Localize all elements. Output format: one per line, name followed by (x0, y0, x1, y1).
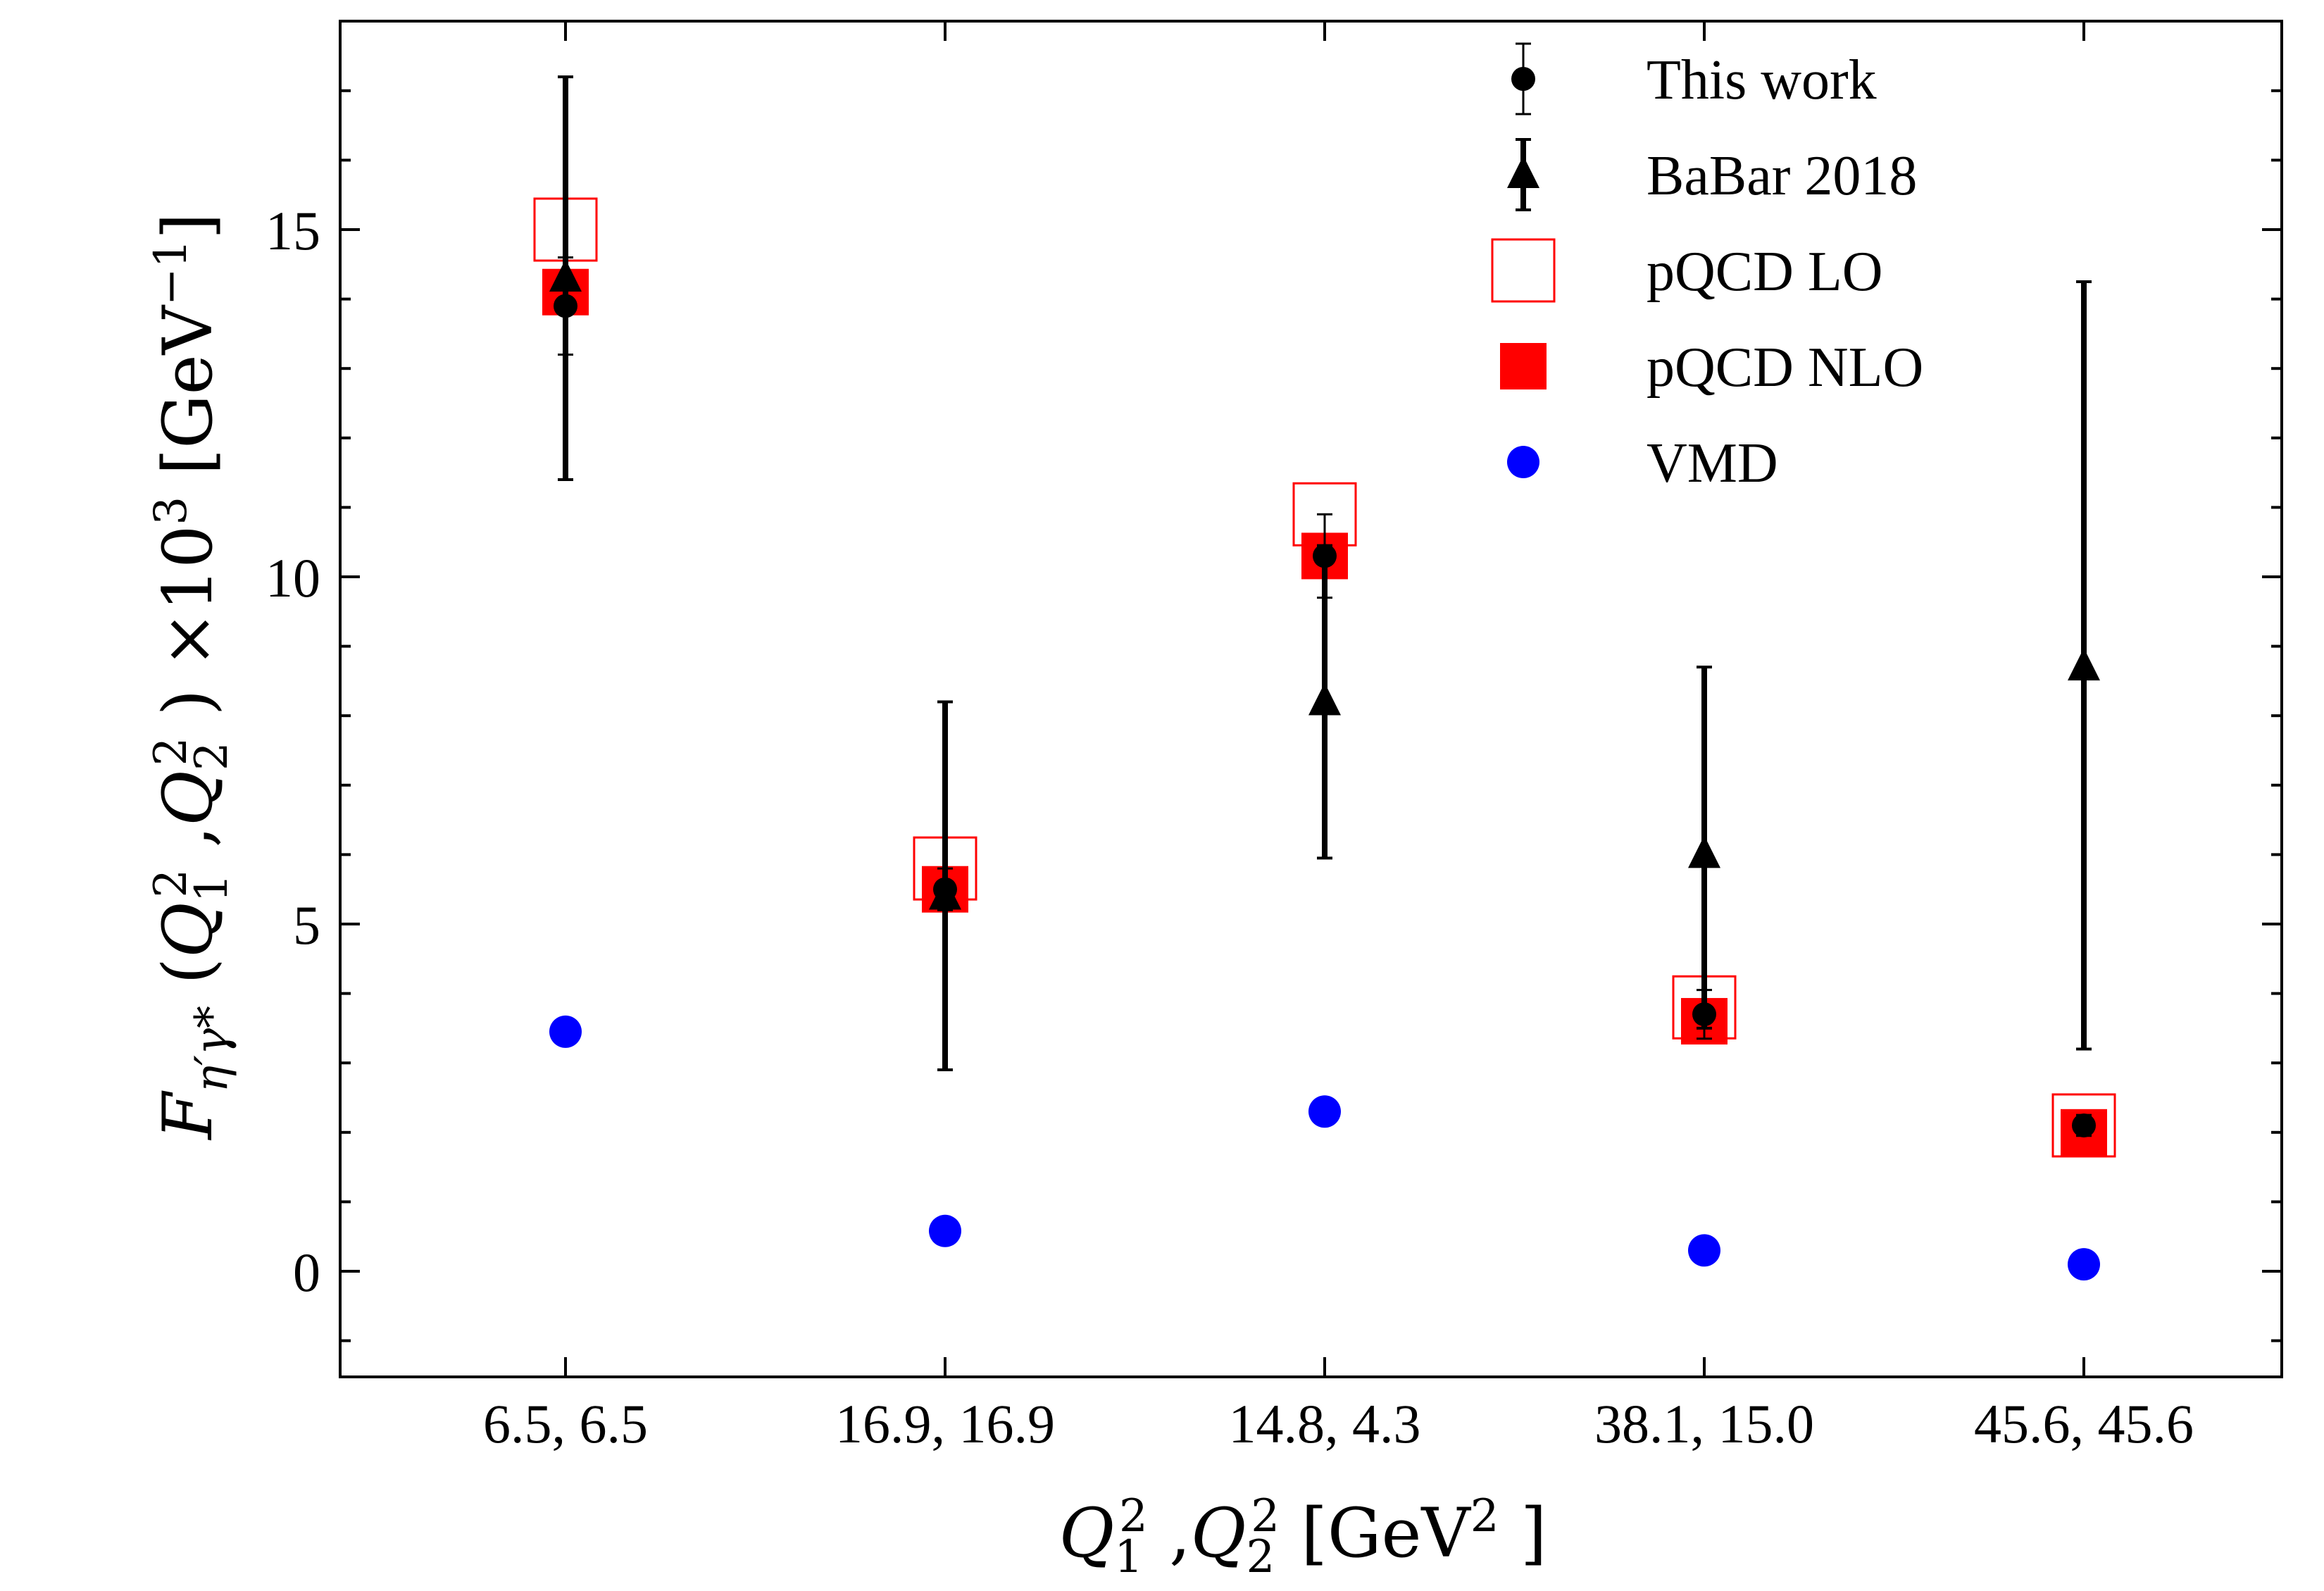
legend-label: BaBar 2018 (1647, 145, 1917, 207)
legend-pqcd-nlo-marker (1500, 343, 1547, 389)
x-tick-label: 16.9, 16.9 (835, 1393, 1055, 1454)
legend-label: pQCD LO (1647, 241, 1883, 303)
vmd-marker (1688, 1234, 1720, 1267)
y-tick-label: 5 (293, 894, 320, 956)
babar-marker (2068, 648, 2100, 681)
y-tick-label: 0 (293, 1242, 320, 1303)
y-tick-label: 10 (265, 547, 320, 609)
legend-label: pQCD NLO (1647, 337, 1923, 399)
legend-this-work-marker (1511, 67, 1535, 91)
x-tick-label: 38.1, 15.0 (1594, 1393, 1814, 1454)
this-work-marker (933, 877, 957, 901)
babar-marker (1688, 835, 1720, 868)
x-tick-label: 6.5, 6.5 (483, 1393, 648, 1454)
pqcd-lo-marker (2051, 1093, 2116, 1158)
vmd-marker (1308, 1095, 1341, 1128)
this-work-marker (1692, 1002, 1716, 1027)
vmd-marker (2068, 1248, 2100, 1281)
this-work-marker (1313, 544, 1337, 568)
vmd-marker (549, 1015, 582, 1048)
legend-label: VMD (1647, 432, 1778, 494)
legend-vmd-marker (1507, 446, 1539, 478)
x-tick-label: 45.6, 45.6 (1974, 1393, 2194, 1454)
x-tick-label: 14.8, 4.3 (1229, 1393, 1421, 1454)
legend-label: This work (1647, 49, 1877, 111)
plot-frame (339, 20, 2283, 1378)
legend-babar-marker (1507, 156, 1539, 188)
this-work-marker (554, 294, 577, 318)
legend-pqcd-lo-marker (1491, 238, 1556, 303)
y-axis-title: Fη′γ* (Q12 ,Q22 ) ×103 [GeV−1] (145, 213, 238, 1140)
vmd-marker (929, 1214, 961, 1247)
babar-marker (1308, 682, 1341, 716)
x-axis-title: Q12 ,Q22 [GeV2 ] (1059, 1490, 1547, 1583)
this-work-marker (2072, 1113, 2096, 1137)
y-tick-label: 15 (265, 200, 320, 261)
